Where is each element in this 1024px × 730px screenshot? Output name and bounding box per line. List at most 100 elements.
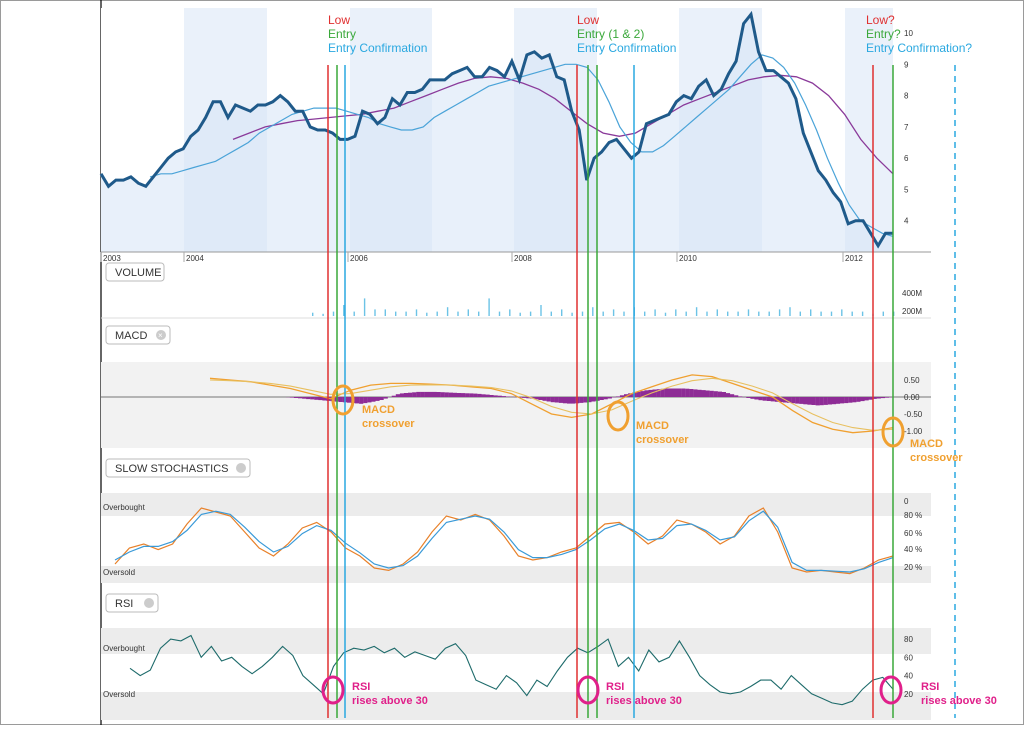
macd-hist-bar bbox=[702, 390, 706, 397]
macd-hist-bar bbox=[384, 397, 388, 399]
macd-hist-bar bbox=[803, 397, 807, 404]
price-x-tick: 2008 bbox=[514, 254, 532, 263]
macd-hist-bar bbox=[689, 389, 693, 397]
volume-bar bbox=[520, 313, 521, 316]
macd-hist-bar bbox=[722, 392, 726, 397]
price-y-tick: 5 bbox=[904, 185, 909, 194]
rsi-note-3-line2: rises above 30 bbox=[921, 695, 997, 707]
macd-hist-bar bbox=[571, 397, 575, 404]
volume-bar bbox=[717, 309, 718, 316]
macd-hist-bar bbox=[538, 397, 542, 400]
macd-hist-bar bbox=[832, 397, 836, 404]
macd-hist-bar bbox=[848, 397, 852, 403]
macd-hist-bar bbox=[669, 389, 673, 398]
volume-bar bbox=[737, 312, 738, 316]
macd-hist-bar bbox=[502, 396, 506, 397]
macd-note-1-line2: crossover bbox=[362, 418, 415, 430]
rsi-note-1-line2: rises above 30 bbox=[352, 695, 428, 707]
macd-hist-bar bbox=[885, 397, 889, 398]
macd-hist-bar bbox=[881, 397, 885, 398]
price-x-tick: 2004 bbox=[186, 254, 204, 263]
macd-note-3-line2: crossover bbox=[910, 452, 963, 464]
macd-hist-bar bbox=[469, 393, 473, 397]
volume-bar bbox=[654, 309, 655, 316]
macd-hist-bar bbox=[807, 397, 811, 405]
macd-y-tick: -0.50 bbox=[904, 410, 923, 419]
macd-hist-bar bbox=[693, 389, 697, 397]
volume-bar bbox=[789, 307, 790, 316]
macd-hist-bar bbox=[620, 395, 624, 397]
macd-hist-bar bbox=[339, 397, 343, 402]
stoch-close-icon[interactable] bbox=[236, 463, 246, 473]
macd-hist-bar bbox=[294, 397, 298, 398]
macd-hist-bar bbox=[706, 391, 710, 398]
price-x-tick: 2012 bbox=[845, 254, 863, 263]
volume-bar bbox=[810, 309, 811, 316]
macd-hist-bar bbox=[844, 397, 848, 403]
macd-hist-bar bbox=[302, 397, 306, 399]
macd-hist-bar bbox=[856, 397, 860, 402]
price-x-tick: 2003 bbox=[103, 254, 121, 263]
stoch-label: SLOW STOCHASTICS bbox=[115, 463, 228, 475]
macd-hist-bar bbox=[860, 397, 864, 401]
macd-hist-bar bbox=[795, 397, 799, 404]
macd-hist-bar bbox=[355, 397, 359, 403]
volume-bar bbox=[509, 309, 510, 316]
volume-bar bbox=[561, 309, 562, 316]
annotation-confirm-3: Entry Confirmation? bbox=[866, 41, 972, 55]
rsi-y-tick: 20 bbox=[904, 690, 913, 699]
macd-hist-bar bbox=[604, 397, 608, 399]
macd-hist-bar bbox=[697, 390, 701, 397]
volume-bar bbox=[748, 309, 749, 316]
volume-bar bbox=[395, 312, 396, 316]
volume-bar bbox=[354, 312, 355, 316]
volume-bar bbox=[603, 312, 604, 316]
macd-hist-bar bbox=[791, 397, 795, 403]
macd-note-1-line1: MACD bbox=[362, 404, 395, 416]
annotation-low-2: Low bbox=[577, 13, 599, 27]
volume-bar bbox=[374, 309, 375, 316]
macd-hist-bar bbox=[726, 393, 730, 397]
macd-hist-bar bbox=[714, 391, 718, 397]
annotation-entry-2: Entry (1 & 2) bbox=[577, 27, 644, 41]
macd-hist-bar bbox=[559, 397, 563, 403]
macd-hist-bar bbox=[522, 397, 526, 398]
macd-hist-bar bbox=[543, 397, 547, 401]
price-x-tick: 2010 bbox=[679, 254, 697, 263]
stoch-overbought: Overbought bbox=[103, 503, 146, 512]
volume-bar bbox=[333, 312, 334, 316]
volume-bar bbox=[551, 312, 552, 316]
rsi-y-tick: 40 bbox=[904, 672, 913, 681]
macd-hist-bar bbox=[563, 397, 567, 403]
volume-bar bbox=[769, 312, 770, 316]
macd-hist-bar bbox=[457, 393, 461, 397]
macd-hist-bar bbox=[380, 397, 384, 400]
rsi-close-icon[interactable] bbox=[144, 598, 154, 608]
macd-hist-bar bbox=[600, 397, 604, 400]
volume-bar bbox=[530, 312, 531, 316]
annotation-entry-3: Entry? bbox=[866, 27, 901, 41]
macd-hist-bar bbox=[306, 397, 310, 399]
macd-hist-bar bbox=[428, 392, 432, 397]
volume-bar bbox=[862, 312, 863, 316]
volume-label: VOLUME bbox=[115, 267, 161, 279]
macd-hist-bar bbox=[591, 397, 595, 402]
macd-hist-bar bbox=[408, 393, 412, 397]
macd-hist-bar bbox=[767, 397, 771, 401]
volume-bar bbox=[582, 312, 583, 316]
macd-hist-bar bbox=[404, 393, 408, 397]
rsi-note-1-line1: RSI bbox=[352, 681, 370, 693]
macd-hist-bar bbox=[820, 397, 824, 405]
price-y-tick: 4 bbox=[904, 217, 909, 226]
macd-hist-bar bbox=[367, 397, 371, 402]
stoch-y-tick: 60 % bbox=[904, 529, 922, 538]
macd-hist-bar bbox=[396, 394, 400, 397]
macd-hist-bar bbox=[498, 396, 502, 397]
volume-bar bbox=[727, 312, 728, 316]
macd-hist-bar bbox=[453, 393, 457, 397]
price-y-tick: 8 bbox=[904, 92, 909, 101]
macd-hist-bar bbox=[828, 397, 832, 405]
volume-bar bbox=[322, 314, 323, 316]
macd-hist-bar bbox=[840, 397, 844, 403]
